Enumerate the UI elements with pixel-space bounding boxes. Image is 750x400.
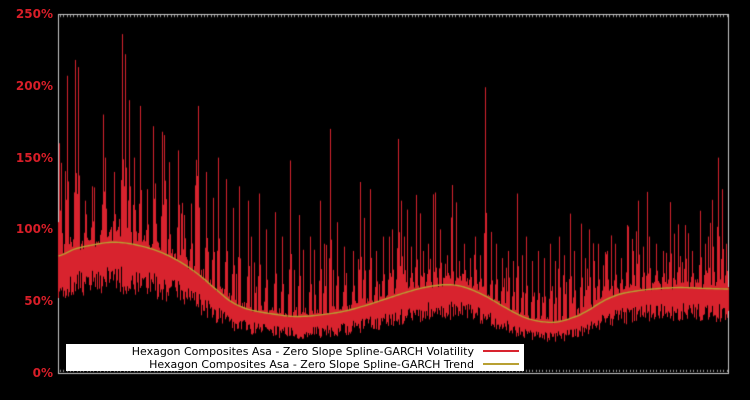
y-tick-label: 0%: [32, 366, 53, 380]
legend-item-trend: Hexagon Composites Asa - Zero Slope Spli…: [66, 358, 524, 371]
y-tick-label: 250%: [15, 7, 53, 21]
legend-item-volatility: Hexagon Composites Asa - Zero Slope Spli…: [66, 345, 524, 358]
legend-line-volatility-icon: [483, 350, 519, 352]
legend: Hexagon Composites Asa - Zero Slope Spli…: [66, 344, 524, 371]
legend-label-volatility: Hexagon Composites Asa - Zero Slope Spli…: [131, 344, 474, 358]
y-tick-label: 200%: [15, 78, 53, 93]
legend-line-trend-icon: [483, 363, 519, 365]
legend-label-trend: Hexagon Composites Asa - Zero Slope Spli…: [149, 357, 474, 371]
y-tick-label: 50%: [24, 294, 53, 309]
y-tick-label: 100%: [15, 222, 53, 237]
y-tick-label: 150%: [15, 150, 53, 165]
